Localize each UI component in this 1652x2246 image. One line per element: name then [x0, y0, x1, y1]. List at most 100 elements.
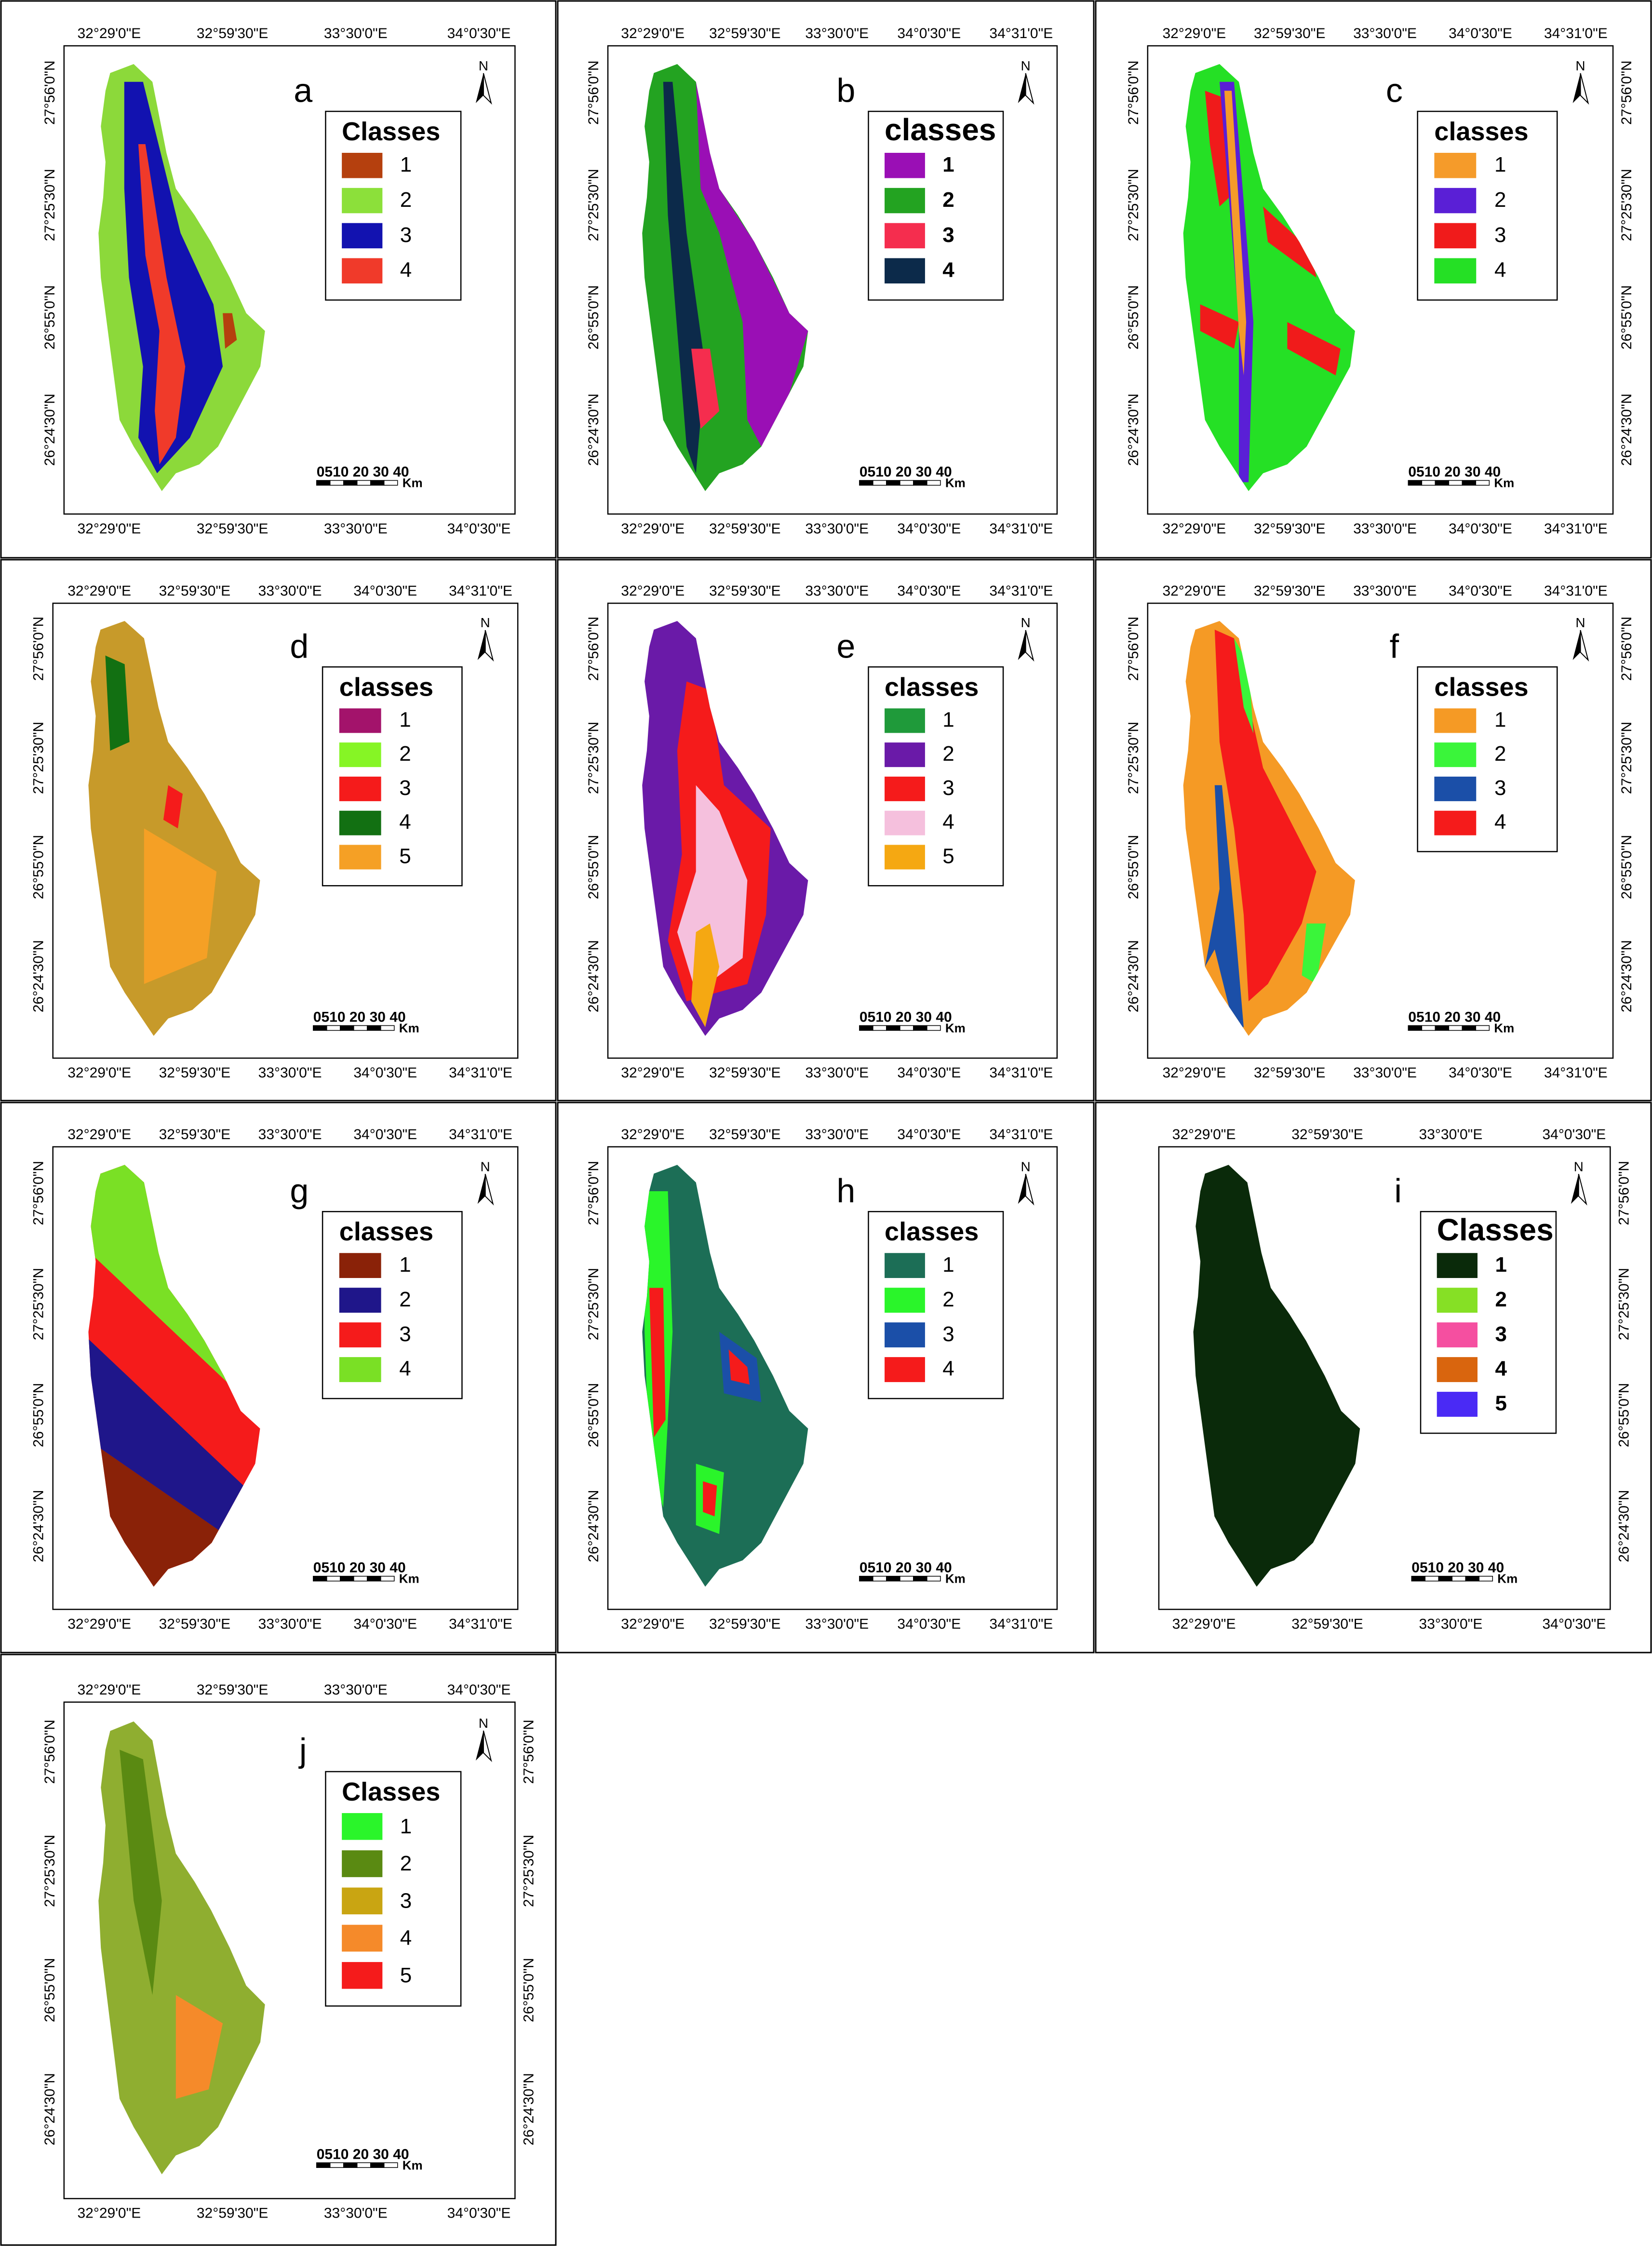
- top-coordinate-label: 32°29'0"E: [1162, 26, 1226, 41]
- scale-bar-unit: Km: [945, 1572, 966, 1586]
- legend-label: 4: [1494, 258, 1506, 282]
- scale-bar-segment: [1435, 1025, 1450, 1031]
- top-coordinate-label: 34°31'0"E: [989, 1127, 1053, 1143]
- top-coordinate-label: 34°31'0"E: [989, 583, 1053, 599]
- scale-bar-segment: [353, 1025, 368, 1031]
- top-coordinate-label: 33°30'0"E: [258, 583, 322, 599]
- north-label: N: [1575, 58, 1585, 73]
- scale-bar-unit: Km: [1494, 1021, 1514, 1035]
- legend-label: 2: [1494, 742, 1506, 766]
- scale-bar-segment: [1465, 1575, 1480, 1582]
- north-arrow-icon: [475, 73, 484, 103]
- bottom-coordinate-label: 32°59'30"E: [709, 1616, 781, 1632]
- panel-letter: i: [1394, 1172, 1402, 1210]
- scale-bar-segment: [886, 1025, 900, 1031]
- left-coordinate-label: 27°25'30"N: [1126, 169, 1142, 241]
- class-region: [691, 349, 720, 429]
- left-coordinate-label: 26°55'0"N: [42, 1958, 58, 2022]
- scale-bar-unit: Km: [945, 476, 966, 490]
- north-arrow-icon: [1025, 630, 1034, 662]
- legend-label: 4: [399, 1357, 411, 1381]
- scale-bar-segment: [927, 480, 941, 486]
- left-coordinate-label: 26°24'30"N: [1126, 940, 1142, 1012]
- class-region: [1224, 91, 1247, 376]
- bottom-coordinate-label: 33°30'0"E: [324, 521, 388, 537]
- class-region: [703, 1481, 717, 1517]
- top-coordinate-label: 33°30'0"E: [324, 26, 388, 41]
- legend-swatch: [1437, 1392, 1478, 1417]
- legend-swatch: [885, 1253, 925, 1278]
- legend-swatch: [339, 845, 381, 870]
- north-arrow-icon: [1025, 73, 1034, 105]
- scale-bar-segment: [900, 480, 914, 486]
- legend-swatch: [885, 810, 925, 835]
- top-coordinate-label: 34°0'30"E: [447, 26, 511, 41]
- top-coordinate-label: 34°0'30"E: [353, 583, 417, 599]
- top-coordinate-label: 32°29'0"E: [621, 1127, 685, 1143]
- bottom-coordinate-label: 32°59'30"E: [1291, 1616, 1363, 1632]
- scale-bar-segment: [1462, 1025, 1477, 1031]
- left-coordinate-label: 27°56'0"N: [42, 60, 58, 124]
- left-coordinate-label: 26°24'30"N: [586, 1490, 602, 1562]
- right-coordinate-label: 26°24'30"N: [1619, 940, 1635, 1012]
- class-region: [696, 81, 808, 447]
- north-label: N: [1021, 58, 1031, 73]
- legend-label: 5: [942, 844, 954, 868]
- scale-bar-unit: Km: [945, 1021, 966, 1035]
- legend-label: 4: [399, 810, 411, 834]
- legend-swatch: [885, 258, 925, 283]
- bottom-coordinate-label: 32°59'30"E: [1254, 1065, 1326, 1081]
- bottom-coordinate-label: 32°29'0"E: [621, 1065, 685, 1081]
- bottom-coordinate-label: 32°59'30"E: [197, 2206, 269, 2221]
- basin-classes: [668, 681, 771, 1027]
- bottom-coordinate-label: 33°30'0"E: [1353, 1065, 1417, 1081]
- legend-label: 2: [400, 1852, 412, 1875]
- class-region: [105, 655, 130, 751]
- scale-bar-segment: [340, 1025, 354, 1031]
- top-coordinate-label: 32°59'30"E: [1291, 1127, 1363, 1143]
- basin-classes: [1205, 630, 1326, 1027]
- scale-bar-ticks: 0510 20 30 40: [860, 464, 952, 480]
- basin-classes: [1200, 81, 1341, 483]
- scale-bar-unit: Km: [403, 476, 423, 490]
- legend-label: 1: [399, 708, 411, 731]
- scale-bar-segment: [356, 480, 371, 486]
- bottom-coordinate-label: 34°31'0"E: [449, 1065, 512, 1081]
- top-coordinate-label: 34°0'30"E: [447, 1682, 511, 1698]
- top-coordinate-label: 32°29'0"E: [621, 583, 685, 599]
- legend-swatch: [1434, 810, 1477, 835]
- right-coordinate-label: 27°25'30"N: [1619, 722, 1635, 794]
- left-coordinate-label: 26°24'30"N: [42, 393, 58, 466]
- bottom-coordinate-label: 34°0'30"E: [447, 2206, 511, 2221]
- basin-map: [1193, 1165, 1360, 1587]
- legend-label: 4: [942, 1357, 954, 1381]
- scale-bar-segment: [913, 1025, 927, 1031]
- class-region: [138, 144, 186, 465]
- class-region: [144, 828, 217, 984]
- legend-swatch: [1434, 223, 1477, 249]
- scale-bar-segment: [859, 1025, 873, 1031]
- class-region: [1214, 630, 1316, 1001]
- scale-bar-unit: Km: [1494, 476, 1514, 490]
- bottom-coordinate-label: 32°29'0"E: [77, 521, 141, 537]
- scale-bar-segment: [886, 480, 900, 486]
- legend-label: 4: [400, 1926, 412, 1950]
- right-coordinate-label: 27°25'30"N: [521, 1835, 537, 1907]
- legend-label: 3: [942, 223, 954, 247]
- class-region: [120, 1749, 162, 1995]
- top-coordinate-label: 32°59'30"E: [159, 1127, 231, 1143]
- bottom-coordinate-label: 32°59'30"E: [197, 521, 269, 537]
- class-region: [1302, 923, 1326, 984]
- north-arrow-icon: [477, 1174, 485, 1204]
- legend-label: 3: [1494, 223, 1506, 247]
- left-coordinate-label: 26°24'30"N: [31, 940, 47, 1012]
- north-arrow-icon: [477, 630, 485, 660]
- left-coordinate-label: 27°56'0"N: [586, 1161, 602, 1225]
- scale-bar-ticks: 0510 20 30 40: [317, 2146, 409, 2162]
- legend-swatch: [885, 153, 925, 178]
- scale-bar-segment: [326, 1575, 341, 1582]
- north-label: N: [1021, 615, 1031, 630]
